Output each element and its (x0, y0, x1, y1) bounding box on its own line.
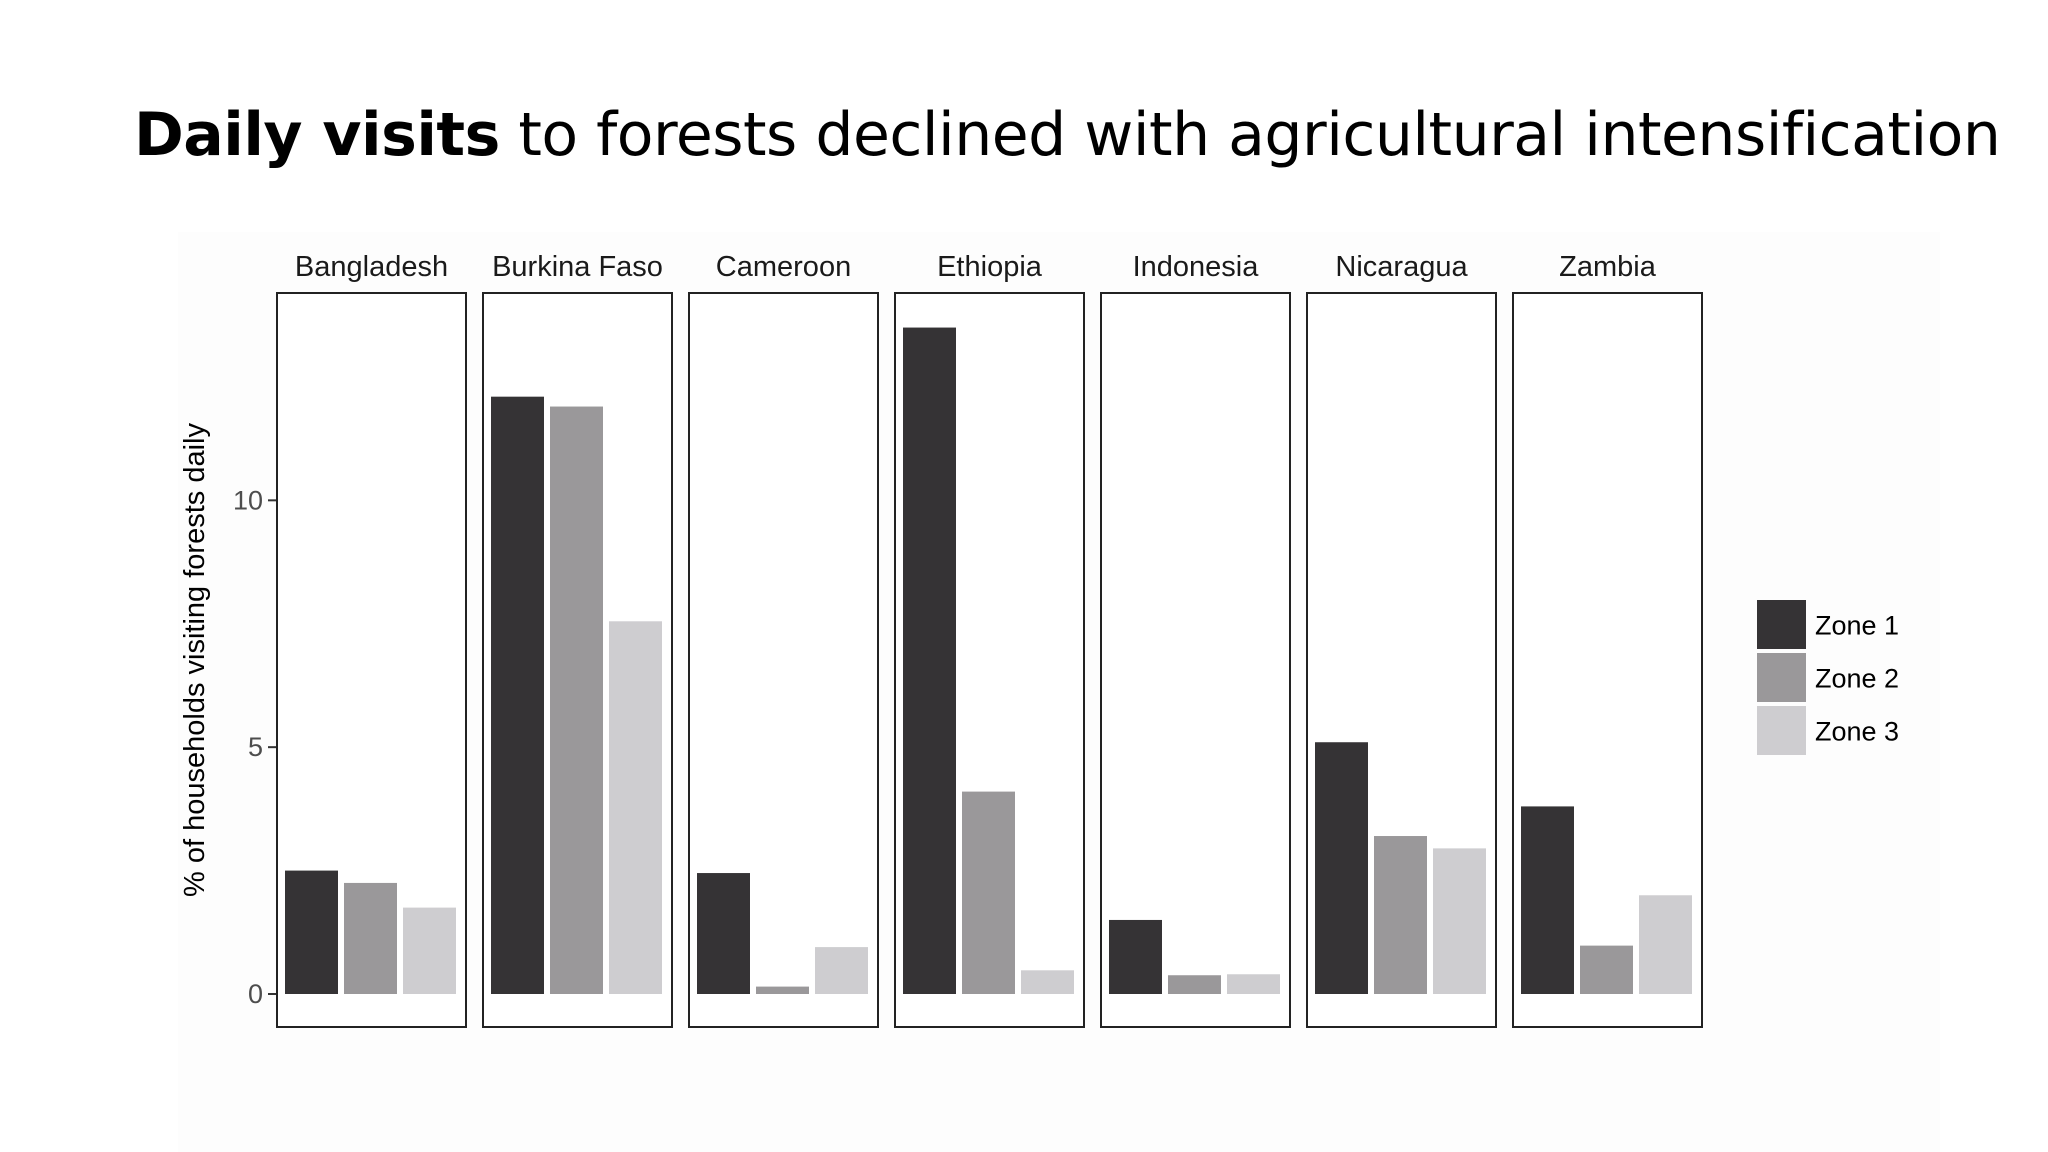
legend-swatch (1757, 600, 1806, 649)
y-tick-label: 10 (233, 485, 263, 515)
panel-label: Indonesia (1133, 251, 1260, 283)
legend-label: Zone 3 (1815, 717, 1899, 747)
bar (962, 791, 1015, 994)
panel-label: Bangladesh (295, 251, 448, 283)
bar (285, 870, 338, 994)
bar (1374, 836, 1427, 994)
bar (1021, 970, 1074, 994)
y-tick-label: 5 (248, 732, 263, 762)
slide-title: Daily visits to forests declined with ag… (134, 100, 2001, 170)
slide-title-bold: Daily visits (134, 100, 500, 170)
chart-area: % of households visiting forests daily 0 5… (178, 232, 1940, 1152)
bar (491, 396, 544, 994)
bar (344, 882, 397, 994)
legend-swatch (1757, 653, 1806, 702)
bar (1580, 945, 1633, 994)
bar (609, 621, 662, 994)
bar (1315, 742, 1368, 994)
bar (1109, 919, 1162, 994)
bar (1433, 848, 1486, 994)
bar (1521, 806, 1574, 994)
panel-label: Ethiopia (937, 251, 1043, 283)
panel-label: Cameroon (716, 251, 851, 283)
panel-label: Nicaragua (1335, 251, 1468, 283)
bar (697, 873, 750, 994)
bar (815, 947, 868, 994)
panel-label: Burkina Faso (492, 251, 663, 283)
panel-label: Zambia (1559, 251, 1657, 283)
legend-swatch (1757, 706, 1806, 755)
bar (1639, 895, 1692, 994)
y-axis-title: % of households visiting forests daily (179, 423, 211, 897)
bar (1227, 974, 1280, 994)
faceted-bar-chart: % of households visiting forests daily 0 5… (179, 251, 1899, 1028)
y-tick-label: 0 (248, 979, 263, 1009)
panel-frame (1100, 292, 1291, 1028)
legend-label: Zone 2 (1815, 664, 1899, 694)
bar (756, 986, 809, 994)
bar (550, 406, 603, 994)
slide-title-rest: to forests declined with agricultural in… (499, 100, 2001, 170)
legend-label: Zone 1 (1815, 611, 1899, 641)
bar (1168, 975, 1221, 994)
bar (903, 327, 956, 994)
bar (403, 907, 456, 994)
